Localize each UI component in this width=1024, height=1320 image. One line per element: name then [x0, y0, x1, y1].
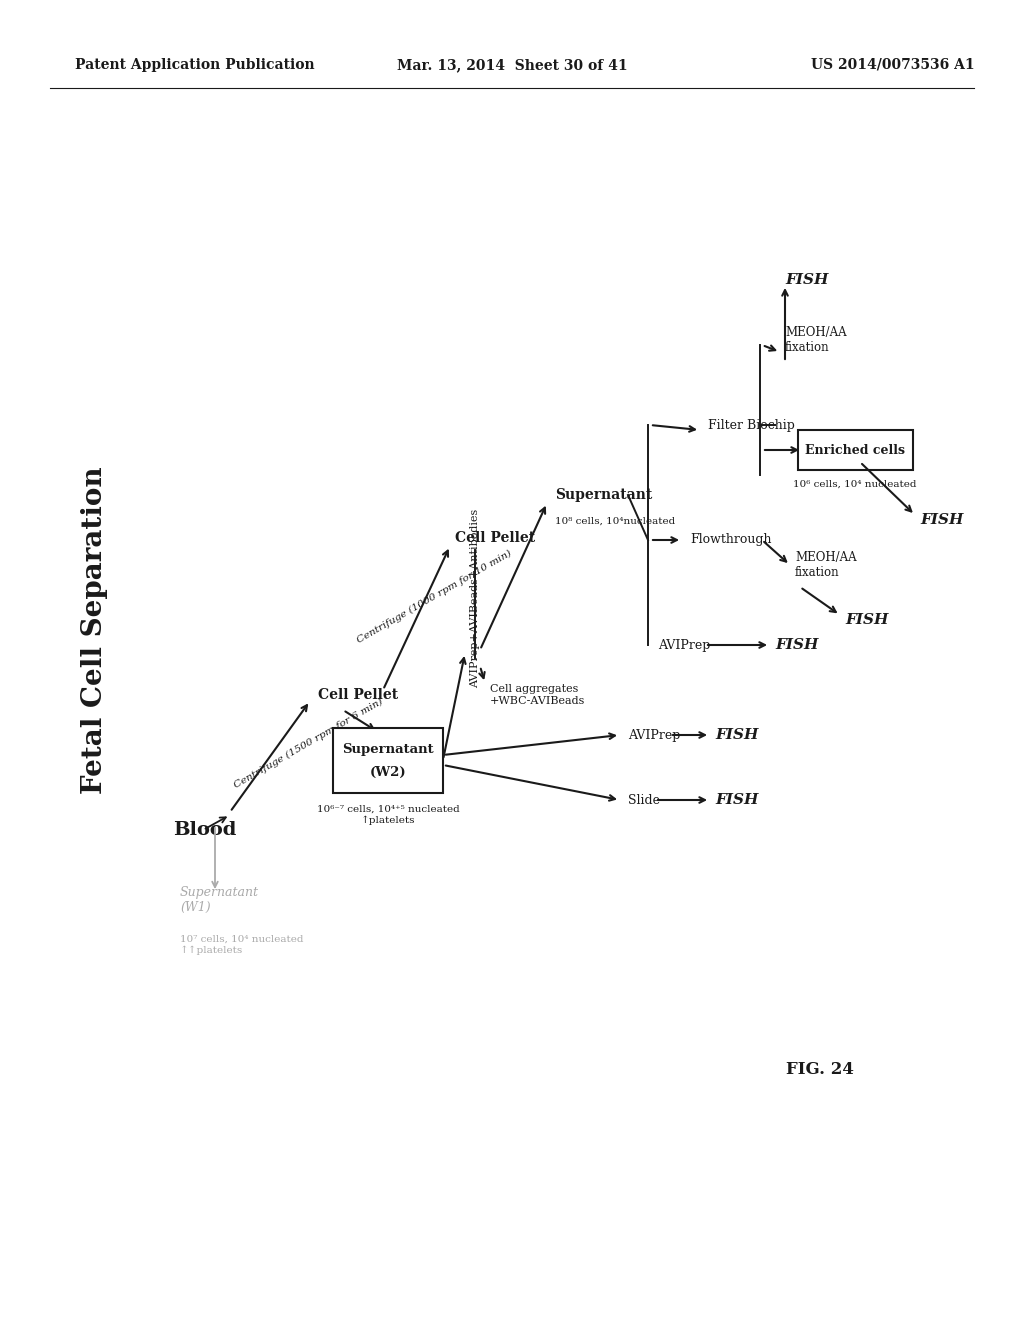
Text: Filter Biochip: Filter Biochip	[708, 418, 795, 432]
Text: Centrifuge (1500 rpm for 6 min): Centrifuge (1500 rpm for 6 min)	[232, 697, 384, 789]
Text: Slide: Slide	[628, 793, 660, 807]
Bar	[798, 430, 912, 470]
Text: Mar. 13, 2014  Sheet 30 of 41: Mar. 13, 2014 Sheet 30 of 41	[396, 58, 628, 73]
Text: Cell aggregates
+WBC-AVIBeads: Cell aggregates +WBC-AVIBeads	[490, 684, 586, 706]
Text: 10⁶ cells, 10⁴ nucleated: 10⁶ cells, 10⁴ nucleated	[794, 480, 916, 488]
Text: FISH: FISH	[845, 612, 889, 627]
Text: Blood: Blood	[173, 821, 237, 840]
Text: Flowthrough: Flowthrough	[690, 533, 771, 546]
Text: 10⁸ cells, 10⁴nucleated: 10⁸ cells, 10⁴nucleated	[555, 517, 675, 525]
Text: FISH: FISH	[785, 273, 828, 286]
Text: US 2014/0073536 A1: US 2014/0073536 A1	[811, 58, 975, 73]
Bar	[333, 727, 443, 792]
Text: 10⁷ cells, 10⁴ nucleated
↑↑platelets: 10⁷ cells, 10⁴ nucleated ↑↑platelets	[180, 935, 303, 954]
Text: AVIPrep: AVIPrep	[628, 729, 680, 742]
Text: FIG. 24: FIG. 24	[786, 1061, 854, 1078]
Text: Centrifuge (1000 rpm for 10 min): Centrifuge (1000 rpm for 10 min)	[355, 549, 513, 645]
Text: Supernatant: Supernatant	[342, 743, 434, 756]
Text: Cell Pellet: Cell Pellet	[318, 688, 398, 702]
Text: Fetal Cell Separation: Fetal Cell Separation	[82, 466, 109, 793]
Text: Enriched cells: Enriched cells	[805, 444, 905, 457]
Text: Supernatant: Supernatant	[555, 488, 652, 502]
Text: MEOH/AA
fixation: MEOH/AA fixation	[795, 550, 857, 579]
Text: Patent Application Publication: Patent Application Publication	[75, 58, 314, 73]
Text: AVIPrep: AVIPrep	[658, 639, 711, 652]
Text: Cell Pellet: Cell Pellet	[455, 531, 536, 545]
Text: FISH: FISH	[775, 638, 818, 652]
Text: 10⁶⁻⁷ cells, 10⁴⁺⁵ nucleated
↑platelets: 10⁶⁻⁷ cells, 10⁴⁺⁵ nucleated ↑platelets	[316, 805, 460, 825]
Text: FISH: FISH	[920, 513, 964, 527]
Text: FISH: FISH	[715, 793, 759, 807]
Text: (W2): (W2)	[370, 766, 407, 779]
Text: AVIPrep+AVIBeads+Antibodies: AVIPrep+AVIBeads+Antibodies	[470, 508, 480, 688]
Text: Supernatant
(W1): Supernatant (W1)	[180, 886, 259, 913]
Text: MEOH/AA
fixation: MEOH/AA fixation	[785, 326, 847, 354]
Text: FISH: FISH	[715, 729, 759, 742]
